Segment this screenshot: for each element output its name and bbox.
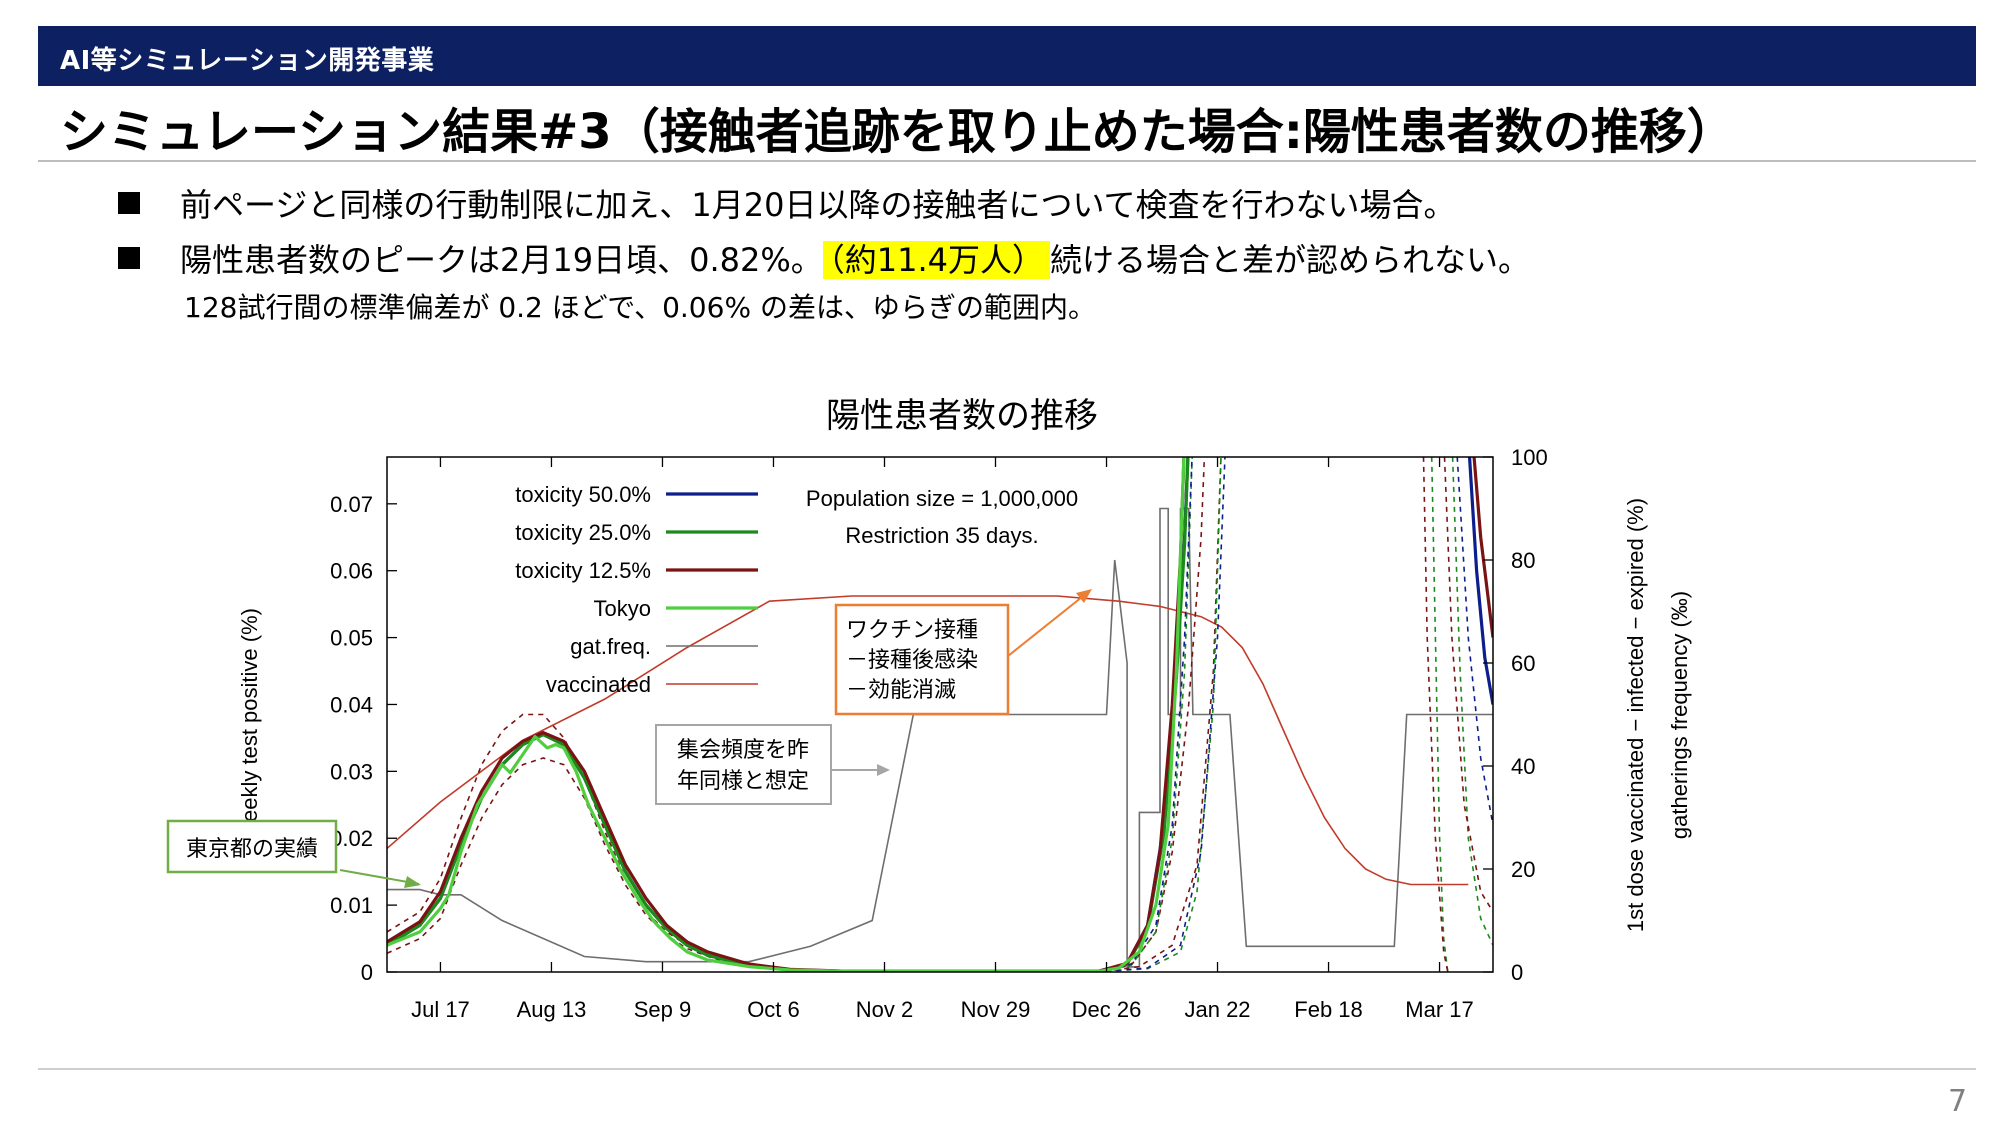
series-line-gat-freq- [387, 507, 1493, 968]
plot-area [387, 457, 1493, 972]
y2-tick-label: 40 [1511, 754, 1535, 779]
info-population: Population size = 1,000,000 [806, 486, 1078, 511]
banner-title: AI等シミュレーション開発事業 [60, 46, 435, 76]
legend-label: toxicity 50.0% [515, 482, 651, 507]
bullet-2-highlight: （約11.4万人） [822, 241, 1051, 279]
dashed-band-line-0 [387, 457, 1206, 972]
vaccine-annotation-text: ワクチン接種 [846, 617, 978, 642]
bullet-square-icon [118, 247, 140, 269]
x-tick-label: Jul 17 [411, 997, 470, 1022]
series-line-tokyo [387, 457, 1186, 972]
x-tick-label: Nov 29 [961, 997, 1031, 1022]
y2-axis-label-2: gatherings frequency (‰) [1667, 591, 1692, 839]
dashed-band-line-5 [1106, 457, 1226, 972]
y2-axis-label: 1st dose vaccinated − infected − expired… [1623, 498, 1648, 932]
bullet-square-icon [118, 192, 140, 214]
vaccine-arrow-head [1076, 589, 1092, 603]
bullet-2-text-before: 陽性患者数のピークは2月19日頃、0.82%。 [180, 241, 823, 279]
vaccine-annotation-box [834, 603, 1010, 716]
y-axis-label: eekly test positive (%) [237, 608, 262, 822]
dashed-band-line-4 [1098, 457, 1193, 972]
y-tick-label: 0.04 [330, 692, 373, 717]
y2-tick-label: 60 [1511, 651, 1535, 676]
title-divider [38, 160, 1976, 162]
y-tick-label: 0.06 [330, 559, 373, 584]
dashed-band-line-2 [1098, 457, 1193, 972]
tokyo-arrow-head [404, 876, 421, 888]
vaccine-annotation-text: －接種後感染 [846, 647, 978, 672]
legend-label: vaccinated [546, 672, 651, 697]
x-tick-label: Mar 17 [1405, 997, 1473, 1022]
y-tick-label: 0.01 [330, 893, 373, 918]
x-tick-label: Sep 9 [634, 997, 692, 1022]
gathering-annotation-text: 年同様と想定 [677, 768, 809, 793]
legend-label: Tokyo [594, 596, 651, 621]
plot-frame [386, 456, 1494, 973]
tail-line-1 [1472, 457, 1493, 638]
gathering-annotation-text: 集会頻度を昨 [677, 737, 809, 762]
tail-line-0 [1467, 457, 1493, 705]
page-number: 7 [1948, 1084, 1968, 1119]
y2-tick-label: 100 [1511, 445, 1548, 470]
legend-label: toxicity 25.0% [515, 520, 651, 545]
note-text: 128試行間の標準偏差が 0.2 ほどで、0.06% の差は、ゆらぎの範囲内。 [184, 291, 1096, 324]
series-line-toxicity-25-0- [387, 457, 1190, 972]
y2-tick-label: 20 [1511, 857, 1535, 882]
dashed-band-line-1 [387, 457, 1222, 972]
series-line-toxicity-12-5- [387, 457, 1186, 972]
tokyo-annotation-text: 東京都の実績 [186, 836, 318, 861]
bullet-2-text-after: 続ける場合と差が認められない。 [1050, 241, 1531, 279]
gathering-arrow-head [877, 764, 890, 776]
dashed-band-line-7 [1451, 457, 1493, 946]
y-tick-label: 0.05 [330, 626, 373, 651]
footer-divider [38, 1068, 1976, 1070]
dashed-band-line-8 [1456, 457, 1493, 826]
bullet-2: 陽性患者数のピークは2月19日頃、0.82%。 （約11.4万人） 続ける場合と差が… [118, 235, 1530, 281]
series-line-toxicity-50-0- [387, 457, 1190, 972]
x-tick-label: Dec 26 [1072, 997, 1142, 1022]
x-tick-label: Oct 6 [747, 997, 800, 1022]
dashed-band-line-6 [1430, 457, 1449, 972]
vaccine-annotation-text: －効能消滅 [846, 677, 956, 702]
y2-tick-label: 80 [1511, 548, 1535, 573]
y2-tick-label: 0 [1511, 960, 1523, 985]
vaccine-arrow-line [1007, 596, 1083, 657]
series-line-vaccinated [387, 595, 1469, 886]
y-tick-label: 0 [361, 960, 373, 985]
tokyo-annotation-box [166, 819, 338, 874]
header-banner: AI等シミュレーション開発事業 [38, 26, 1976, 86]
x-tick-label: Nov 2 [856, 997, 913, 1022]
x-tick-label: Aug 13 [517, 997, 587, 1022]
y-tick-label: 0.07 [330, 492, 373, 517]
x-tick-label: Jan 22 [1184, 997, 1250, 1022]
y-tick-label: 0.03 [330, 759, 373, 784]
page-title: シミュレーション結果#3（接触者追跡を取り止めた場合:陽性患者数の推移） [60, 104, 1735, 160]
legend-label: toxicity 12.5% [515, 558, 651, 583]
gathering-annotation-box [655, 724, 832, 805]
legend-label: gat.freq. [570, 634, 651, 659]
dashed-band-line-9 [1422, 457, 1449, 972]
info-restriction: Restriction 35 days. [845, 523, 1038, 548]
bullet-1: 前ページと同様の行動制限に加え、1月20日以降の接触者について検査を行わない場合… [118, 180, 1455, 226]
chart-title: 陽性患者数の推移 [826, 396, 1098, 436]
x-tick-label: Feb 18 [1294, 997, 1363, 1022]
bullet-1-text: 前ページと同様の行動制限に加え、1月20日以降の接触者について検査を行わない場合… [180, 186, 1456, 224]
dashed-band-line-10 [1443, 457, 1493, 913]
y-tick-label: 0.02 [330, 826, 373, 851]
